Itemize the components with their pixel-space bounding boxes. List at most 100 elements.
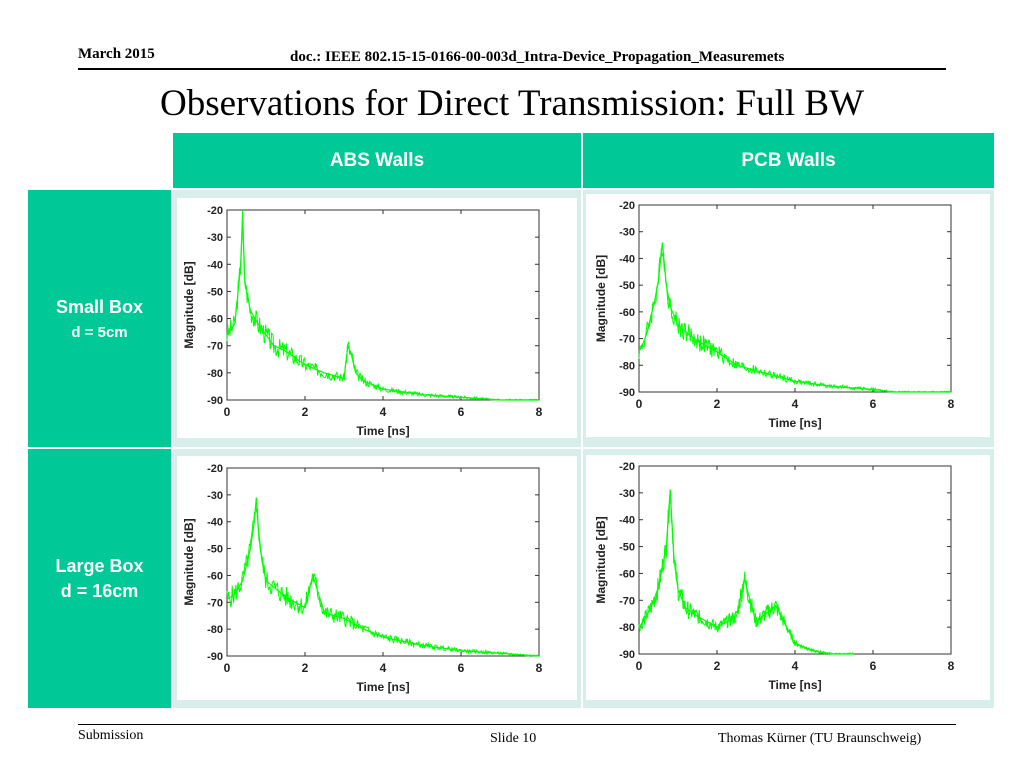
x-tick-label: 6 (870, 659, 877, 673)
header-date: March 2015 (78, 46, 155, 62)
footer-submission: Submission (78, 728, 144, 743)
x-axis-label: Time [ns] (356, 680, 409, 694)
x-tick-label: 2 (714, 397, 721, 411)
comparison-table: ABS Walls PCB Walls Small Box d = 5cm La… (28, 133, 994, 708)
x-tick-label: 4 (792, 397, 799, 411)
plot-abs-large: -20 -30 -40 -50 -60 -70 -80 -900 2 4 6 8 Time [ns] Ma… (182, 463, 543, 694)
y-tick-label: -90 (207, 651, 223, 663)
footer-divider (78, 724, 956, 725)
y-tick-label: -80 (619, 360, 635, 372)
row-header-small-box: Small Box d = 5cm (28, 190, 171, 447)
plot-frame (226, 467, 540, 657)
series-envelope (226, 215, 539, 401)
x-tick-label: 6 (458, 405, 465, 419)
series-trace (226, 506, 539, 657)
cell-pcb-large: -20 -30 -40 -50 -60 -70 -80 -90 0 2 4 6 8 Time [ns] Ma… (583, 449, 994, 708)
y-tick-label: -80 (619, 622, 635, 634)
y-tick-label: -20 (619, 200, 635, 212)
x-tick-label: 8 (948, 659, 955, 673)
row-header-large-box: Large Box d = 16cm (28, 449, 171, 708)
y-tick-label: -20 (207, 205, 223, 217)
y-tick-label: -20 (619, 461, 635, 473)
x-axis-label: Time [ns] (768, 416, 821, 430)
x-tick-label: 6 (458, 661, 465, 675)
series-trace (638, 489, 854, 656)
y-tick-label: -90 (619, 387, 635, 399)
plot-panel: -20 -30 -40 -50 -60 -70 -80 -90 0 2 4 6 8 Time [ns] Ma… (177, 456, 577, 700)
y-tick-label: -20 (207, 463, 223, 475)
x-tick-label: 6 (870, 397, 877, 411)
y-tick-label: -70 (619, 595, 635, 607)
series-envelope (638, 490, 854, 655)
x-tick-label: 8 (536, 405, 543, 419)
y-tick-label: -30 (207, 490, 223, 502)
plot-frame (638, 465, 952, 655)
series-trace (638, 248, 952, 393)
plot-pcb-small: -20 -30 -40 -50 -60 -70 -80 -900 2 4 6 8 Time [ns] Ma… (594, 200, 955, 430)
x-tick-label: 2 (302, 405, 309, 419)
y-tick-label: -30 (207, 232, 223, 244)
x-tick-label: 8 (948, 397, 955, 411)
y-axis-label: Magnitude [dB] (594, 255, 608, 342)
y-tick-label: -70 (619, 334, 635, 346)
x-tick-label: 0 (224, 661, 231, 675)
slide-title: Observations for Direct Transmission: Fu… (159, 83, 864, 124)
x-tick-label: 4 (380, 405, 387, 419)
y-tick-label: -40 (619, 515, 635, 527)
row-label: Large Box (55, 555, 144, 576)
y-axis-label: Magnitude [dB] (594, 516, 608, 603)
header-doc-id: doc.: IEEE 802.15-15-0166-00-003d_Intra-… (290, 49, 785, 65)
table-corner (28, 133, 171, 189)
y-tick-label: -70 (207, 341, 223, 353)
col-header-pcb: PCB Walls (583, 133, 994, 188)
col-header-abs: ABS Walls (173, 133, 581, 188)
cell-pcb-small: -20 -30 -40 -50 -60 -70 -80 -90 0 2 4 6 8 Time [ns] Ma… (583, 190, 994, 447)
y-tick-label: -60 (619, 568, 635, 580)
y-axis-label: Magnitude [dB] (182, 261, 196, 348)
x-axis-label: Time [ns] (768, 678, 821, 692)
plot-abs-small: -20 -30 -40 -50 -60 -70 -80 -900 2 4 6 8 Time [ns] Ma… (182, 205, 543, 438)
y-tick-label: -50 (619, 280, 635, 292)
header-divider (78, 68, 946, 70)
x-tick-label: 8 (536, 661, 543, 675)
plot-panel: -20 -30 -40 -50 -60 -70 -80 -90 0 2 4 6 8 Time [ns] Ma… (177, 198, 577, 438)
y-tick-label: -50 (207, 286, 223, 298)
cell-abs-large: -20 -30 -40 -50 -60 -70 -80 -90 0 2 4 6 8 Time [ns] Ma… (173, 449, 581, 708)
plot-panel: -20 -30 -40 -50 -60 -70 -80 -90 0 2 4 6 8 Time [ns] Ma… (586, 194, 990, 437)
x-axis-label: Time [ns] (356, 424, 409, 438)
y-axis-label: Magnitude [dB] (182, 518, 196, 605)
y-tick-label: -70 (207, 597, 223, 609)
series-trace (226, 209, 539, 402)
row-sublabel: d = 5cm (71, 323, 128, 341)
y-tick-label: -80 (207, 624, 223, 636)
y-tick-label: -30 (619, 227, 635, 239)
x-tick-label: 2 (302, 661, 309, 675)
footer-author: Thomas Kürner (TU Braunschweig) (718, 731, 922, 746)
cell-abs-small: -20 -30 -40 -50 -60 -70 -80 -90 0 2 4 6 8 Time [ns] Ma… (173, 190, 581, 447)
y-tick-label: -60 (207, 314, 223, 326)
y-tick-label: -30 (619, 488, 635, 500)
y-tick-label: -60 (207, 570, 223, 582)
y-tick-label: -40 (619, 253, 635, 265)
series-envelope (226, 497, 540, 657)
plot-frame (638, 204, 952, 393)
row-sublabel: d = 16cm (60, 580, 139, 601)
x-tick-label: 4 (792, 659, 799, 673)
y-tick-label: -50 (619, 542, 635, 554)
x-tick-label: 0 (636, 397, 643, 411)
y-tick-label: -60 (619, 307, 635, 319)
y-tick-label: -40 (207, 517, 223, 529)
plot-frame (226, 209, 540, 401)
y-tick-label: -80 (207, 368, 223, 380)
plot-panel: -20 -30 -40 -50 -60 -70 -80 -90 0 2 4 6 8 Time [ns] Ma… (586, 455, 990, 700)
x-tick-label: 2 (714, 659, 721, 673)
y-tick-label: -50 (207, 544, 223, 556)
x-tick-label: 4 (380, 661, 387, 675)
plot-pcb-large: -20 -30 -40 -50 -60 -70 -80 -900 2 4 6 8 Time [ns] Ma… (594, 461, 955, 692)
y-tick-label: -90 (619, 649, 635, 661)
footer-slide-number: Slide 10 (490, 731, 537, 746)
y-tick-label: -90 (207, 395, 223, 407)
x-tick-label: 0 (224, 405, 231, 419)
series-envelope (638, 242, 951, 393)
y-tick-label: -40 (207, 259, 223, 271)
